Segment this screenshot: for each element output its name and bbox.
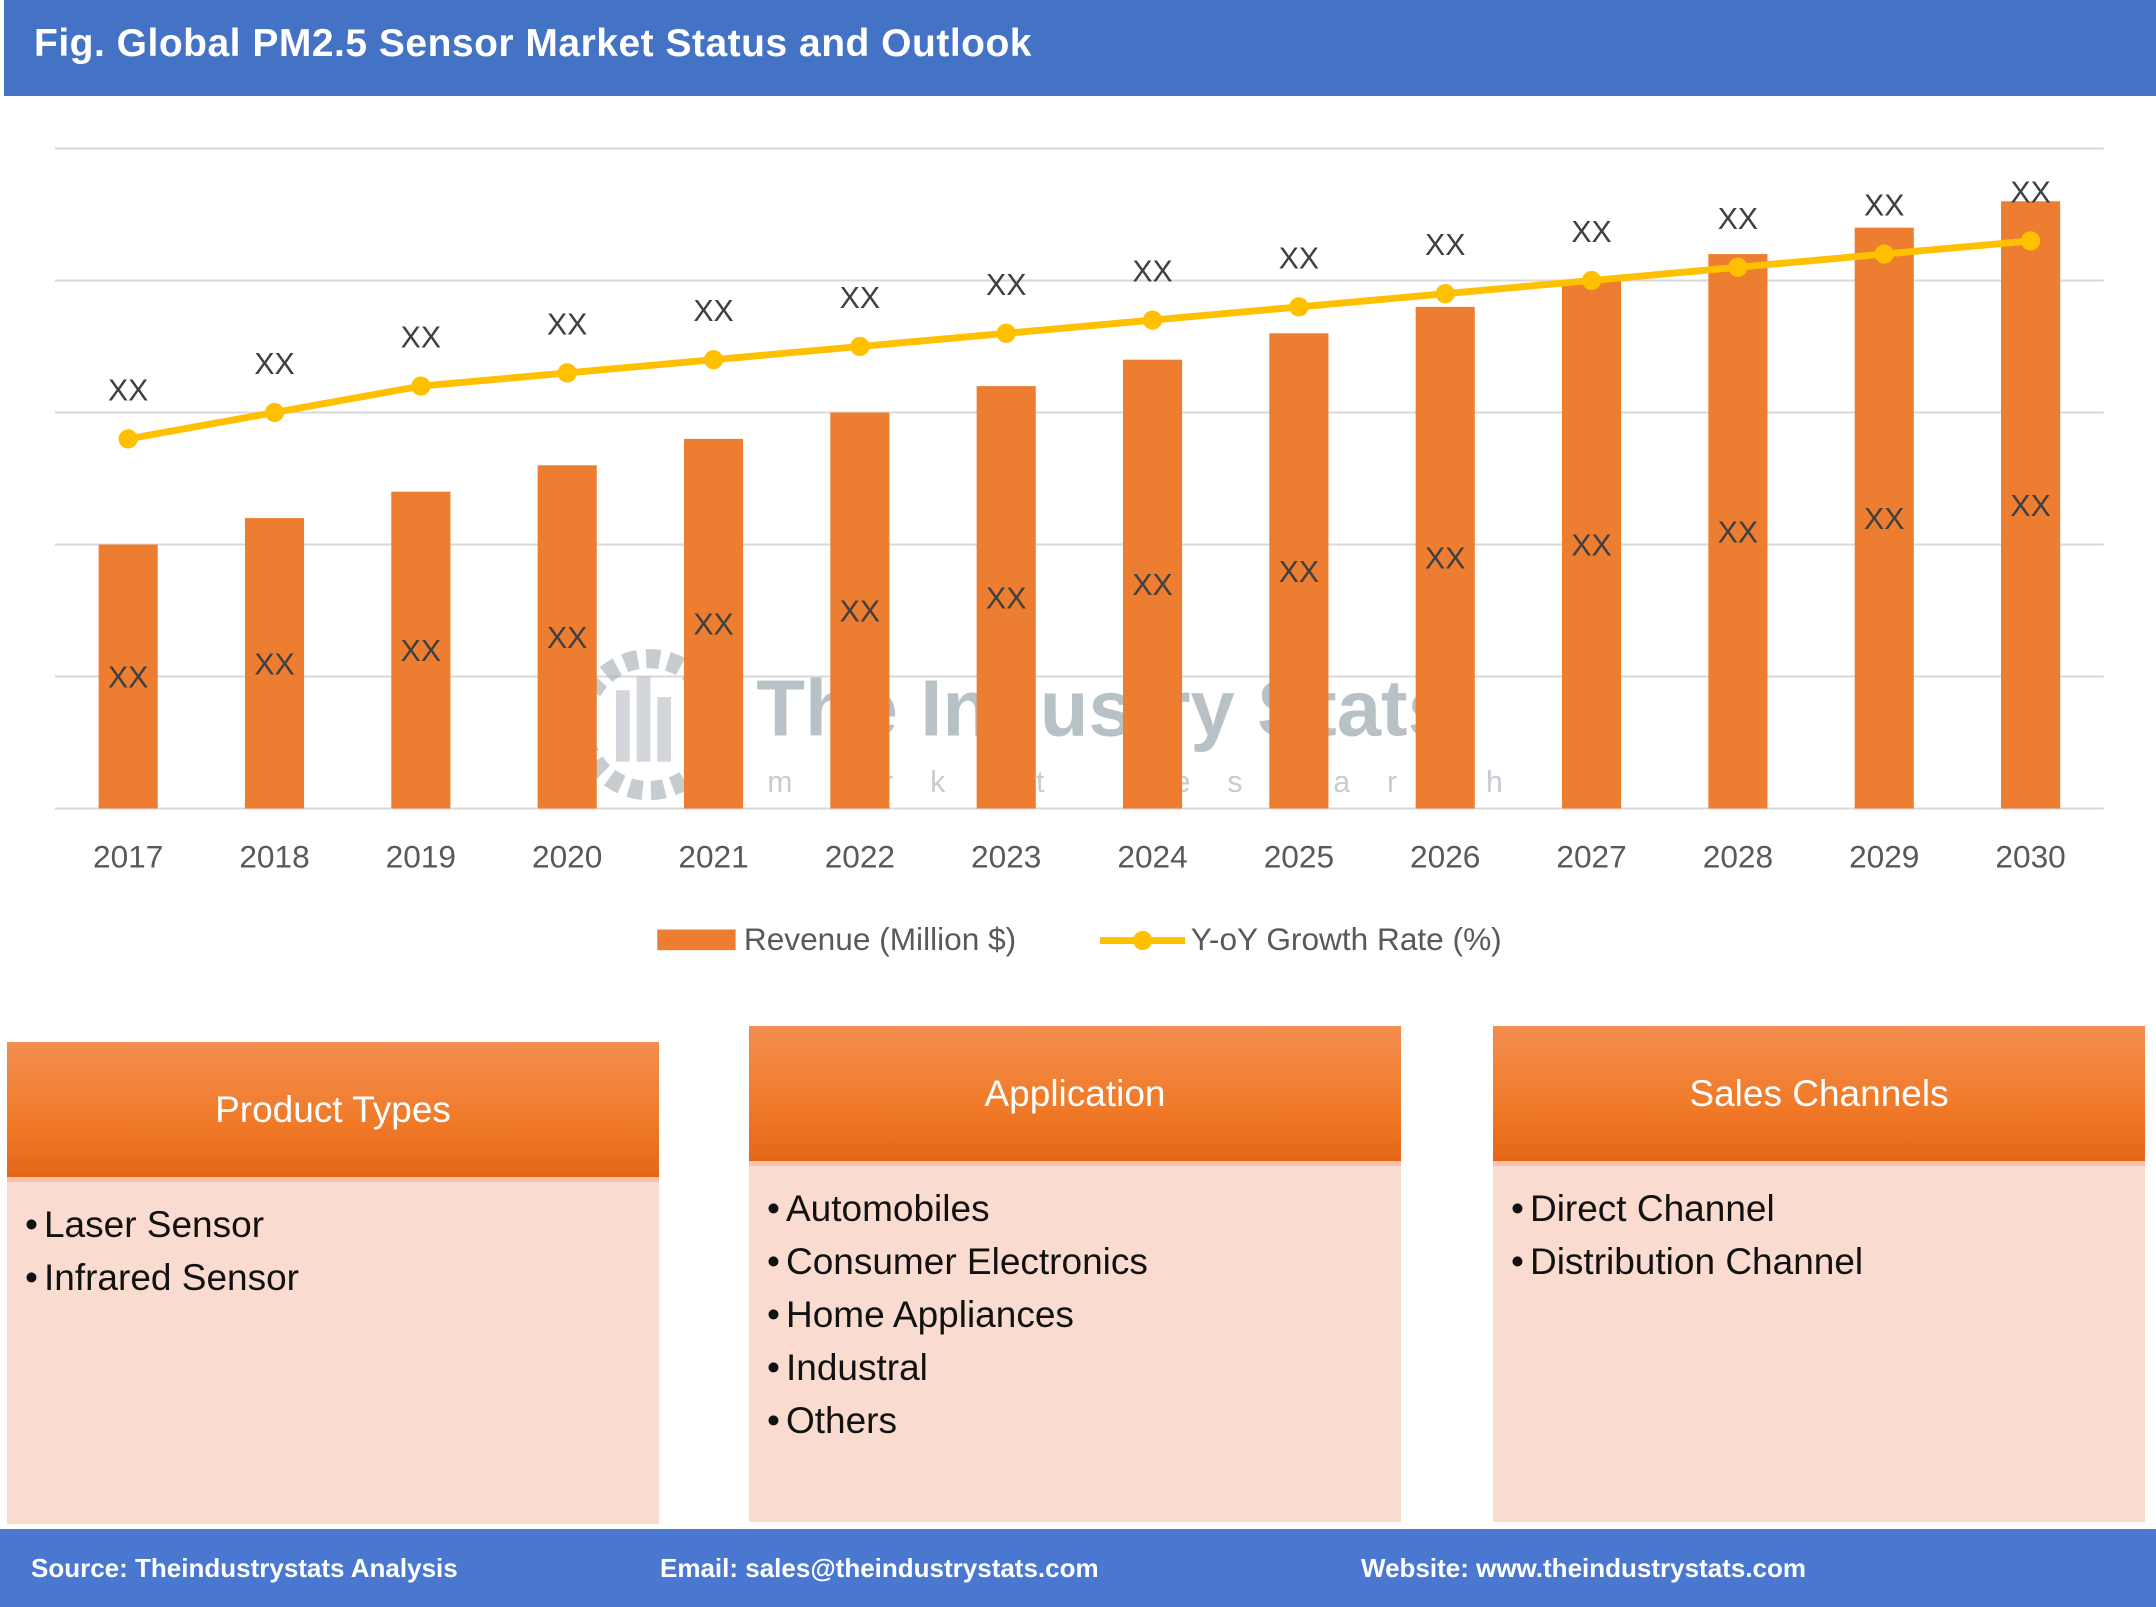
revenue-bar (2001, 201, 2061, 809)
x-tick-label: 2019 (386, 839, 456, 875)
list-item: Consumer Electronics (767, 1235, 1401, 1288)
growth-point (850, 336, 870, 357)
revenue-data-label: XX (1718, 516, 1758, 549)
x-tick-label: 2029 (1849, 839, 1919, 875)
growth-point (411, 376, 431, 396)
revenue-data-label: XX (401, 635, 441, 668)
revenue-bar (683, 438, 744, 809)
revenue-data-label: XX (1425, 543, 1465, 576)
growth-data-label: XX (693, 295, 733, 328)
revenue-data-label: XX (254, 648, 294, 681)
growth-data-label: XX (2010, 176, 2050, 209)
growth-data-label: XX (1864, 190, 1904, 223)
growth-point (264, 402, 285, 423)
growth-point (1728, 257, 1748, 277)
revenue-bar (98, 544, 158, 809)
legend-growth-marker (1133, 930, 1153, 951)
x-tick-label: 2024 (1117, 839, 1187, 875)
x-tick-label: 2022 (825, 839, 895, 875)
list-item: Home Appliances (767, 1288, 1401, 1341)
list-item: Distribution Channel (1511, 1235, 2145, 1288)
revenue-data-label: XX (1279, 556, 1319, 589)
growth-point (703, 350, 724, 370)
list-item: Direct Channel (1511, 1182, 2145, 1235)
growth-point (1874, 244, 1894, 264)
revenue-growth-chart: The Industry Stats m a r k e t r e s e a… (55, 147, 2104, 957)
legend-revenue-swatch (657, 929, 736, 951)
x-tick-label: 2023 (971, 839, 1041, 875)
list-item: Infrared Sensor (25, 1251, 659, 1304)
x-tick-label: 2026 (1410, 839, 1480, 875)
footer-source: Source: Theindustrystats Analysis (31, 1553, 458, 1583)
box-product-types: Product Types Laser SensorInfrared Senso… (7, 1042, 659, 1524)
growth-data-label: XX (108, 374, 148, 407)
legend-growth-label: Y-oY Growth Rate (%) (1191, 921, 1502, 957)
title-bar: Fig. Global PM2.5 Sensor Market Status a… (4, 0, 2156, 96)
growth-data-label: XX (1425, 229, 1465, 262)
box-title: Sales Channels (1493, 1026, 2145, 1166)
revenue-bar (1269, 333, 1329, 809)
footer: Source: Theindustrystats Analysis Email:… (0, 1529, 2156, 1607)
list-item: Industral (767, 1341, 1401, 1394)
growth-point (996, 323, 1016, 343)
revenue-data-label: XX (108, 662, 148, 695)
revenue-data-label: XX (693, 609, 733, 642)
box-title: Application (749, 1026, 1401, 1166)
legend-revenue-label: Revenue (Million $) (744, 921, 1016, 957)
growth-data-label: XX (840, 282, 880, 315)
growth-point (118, 429, 138, 449)
list-item: Automobiles (767, 1182, 1401, 1235)
box-application: Application AutomobilesConsumer Electron… (749, 1026, 1401, 1522)
revenue-bar (1854, 227, 1914, 809)
revenue-bar (1708, 254, 1768, 809)
growth-point (1581, 270, 1602, 291)
x-tick-label: 2020 (532, 839, 602, 875)
box-title: Product Types (7, 1042, 659, 1182)
growth-data-label: XX (1571, 216, 1611, 249)
revenue-bar (1415, 306, 1475, 809)
growth-data-label: XX (1718, 203, 1758, 236)
revenue-data-label: XX (1132, 569, 1172, 602)
footer-website[interactable]: Website: www.theindustrystats.com (1361, 1553, 1806, 1583)
revenue-data-label: XX (986, 582, 1026, 615)
revenue-bar (391, 491, 451, 809)
x-tick-label: 2021 (678, 839, 748, 875)
revenue-bar (537, 465, 597, 809)
revenue-data-label: XX (2010, 490, 2050, 523)
list-item: Others (767, 1394, 1401, 1447)
growth-data-label: XX (254, 348, 294, 381)
growth-point (1142, 310, 1163, 330)
x-tick-label: 2027 (1556, 839, 1626, 875)
growth-data-label: XX (986, 269, 1026, 302)
growth-point (2020, 231, 2041, 251)
growth-point (1435, 284, 1455, 304)
x-tick-label: 2025 (1264, 839, 1334, 875)
list-item: Laser Sensor (25, 1198, 659, 1251)
growth-data-label: XX (401, 322, 441, 355)
x-tick-label: 2028 (1703, 839, 1773, 875)
page-title: Fig. Global PM2.5 Sensor Market Status a… (34, 22, 1033, 65)
revenue-bar (830, 412, 890, 809)
revenue-data-label: XX (547, 622, 587, 655)
x-tick-label: 2017 (93, 839, 163, 875)
growth-data-label: XX (1279, 242, 1319, 275)
x-tick-label: 2018 (239, 839, 309, 875)
revenue-bar (1122, 359, 1183, 809)
growth-point (557, 363, 577, 383)
growth-point (1289, 297, 1309, 317)
growth-data-label: XX (1132, 256, 1172, 289)
footer-email[interactable]: Email: sales@theindustrystats.com (660, 1553, 1099, 1583)
growth-data-label: XX (547, 308, 587, 341)
revenue-bar (1562, 280, 1622, 809)
growth-line (127, 237, 2031, 443)
legend: Revenue (Million $) Y-oY Growth Rate (%) (657, 921, 1502, 957)
revenue-bar (244, 518, 305, 809)
revenue-data-label: XX (1571, 530, 1611, 563)
revenue-data-label: XX (840, 596, 880, 629)
revenue-data-label: XX (1864, 503, 1904, 536)
revenue-bar (976, 386, 1036, 809)
box-sales-channels: Sales Channels Direct ChannelDistributio… (1493, 1026, 2145, 1522)
x-tick-label: 2030 (1995, 839, 2065, 875)
